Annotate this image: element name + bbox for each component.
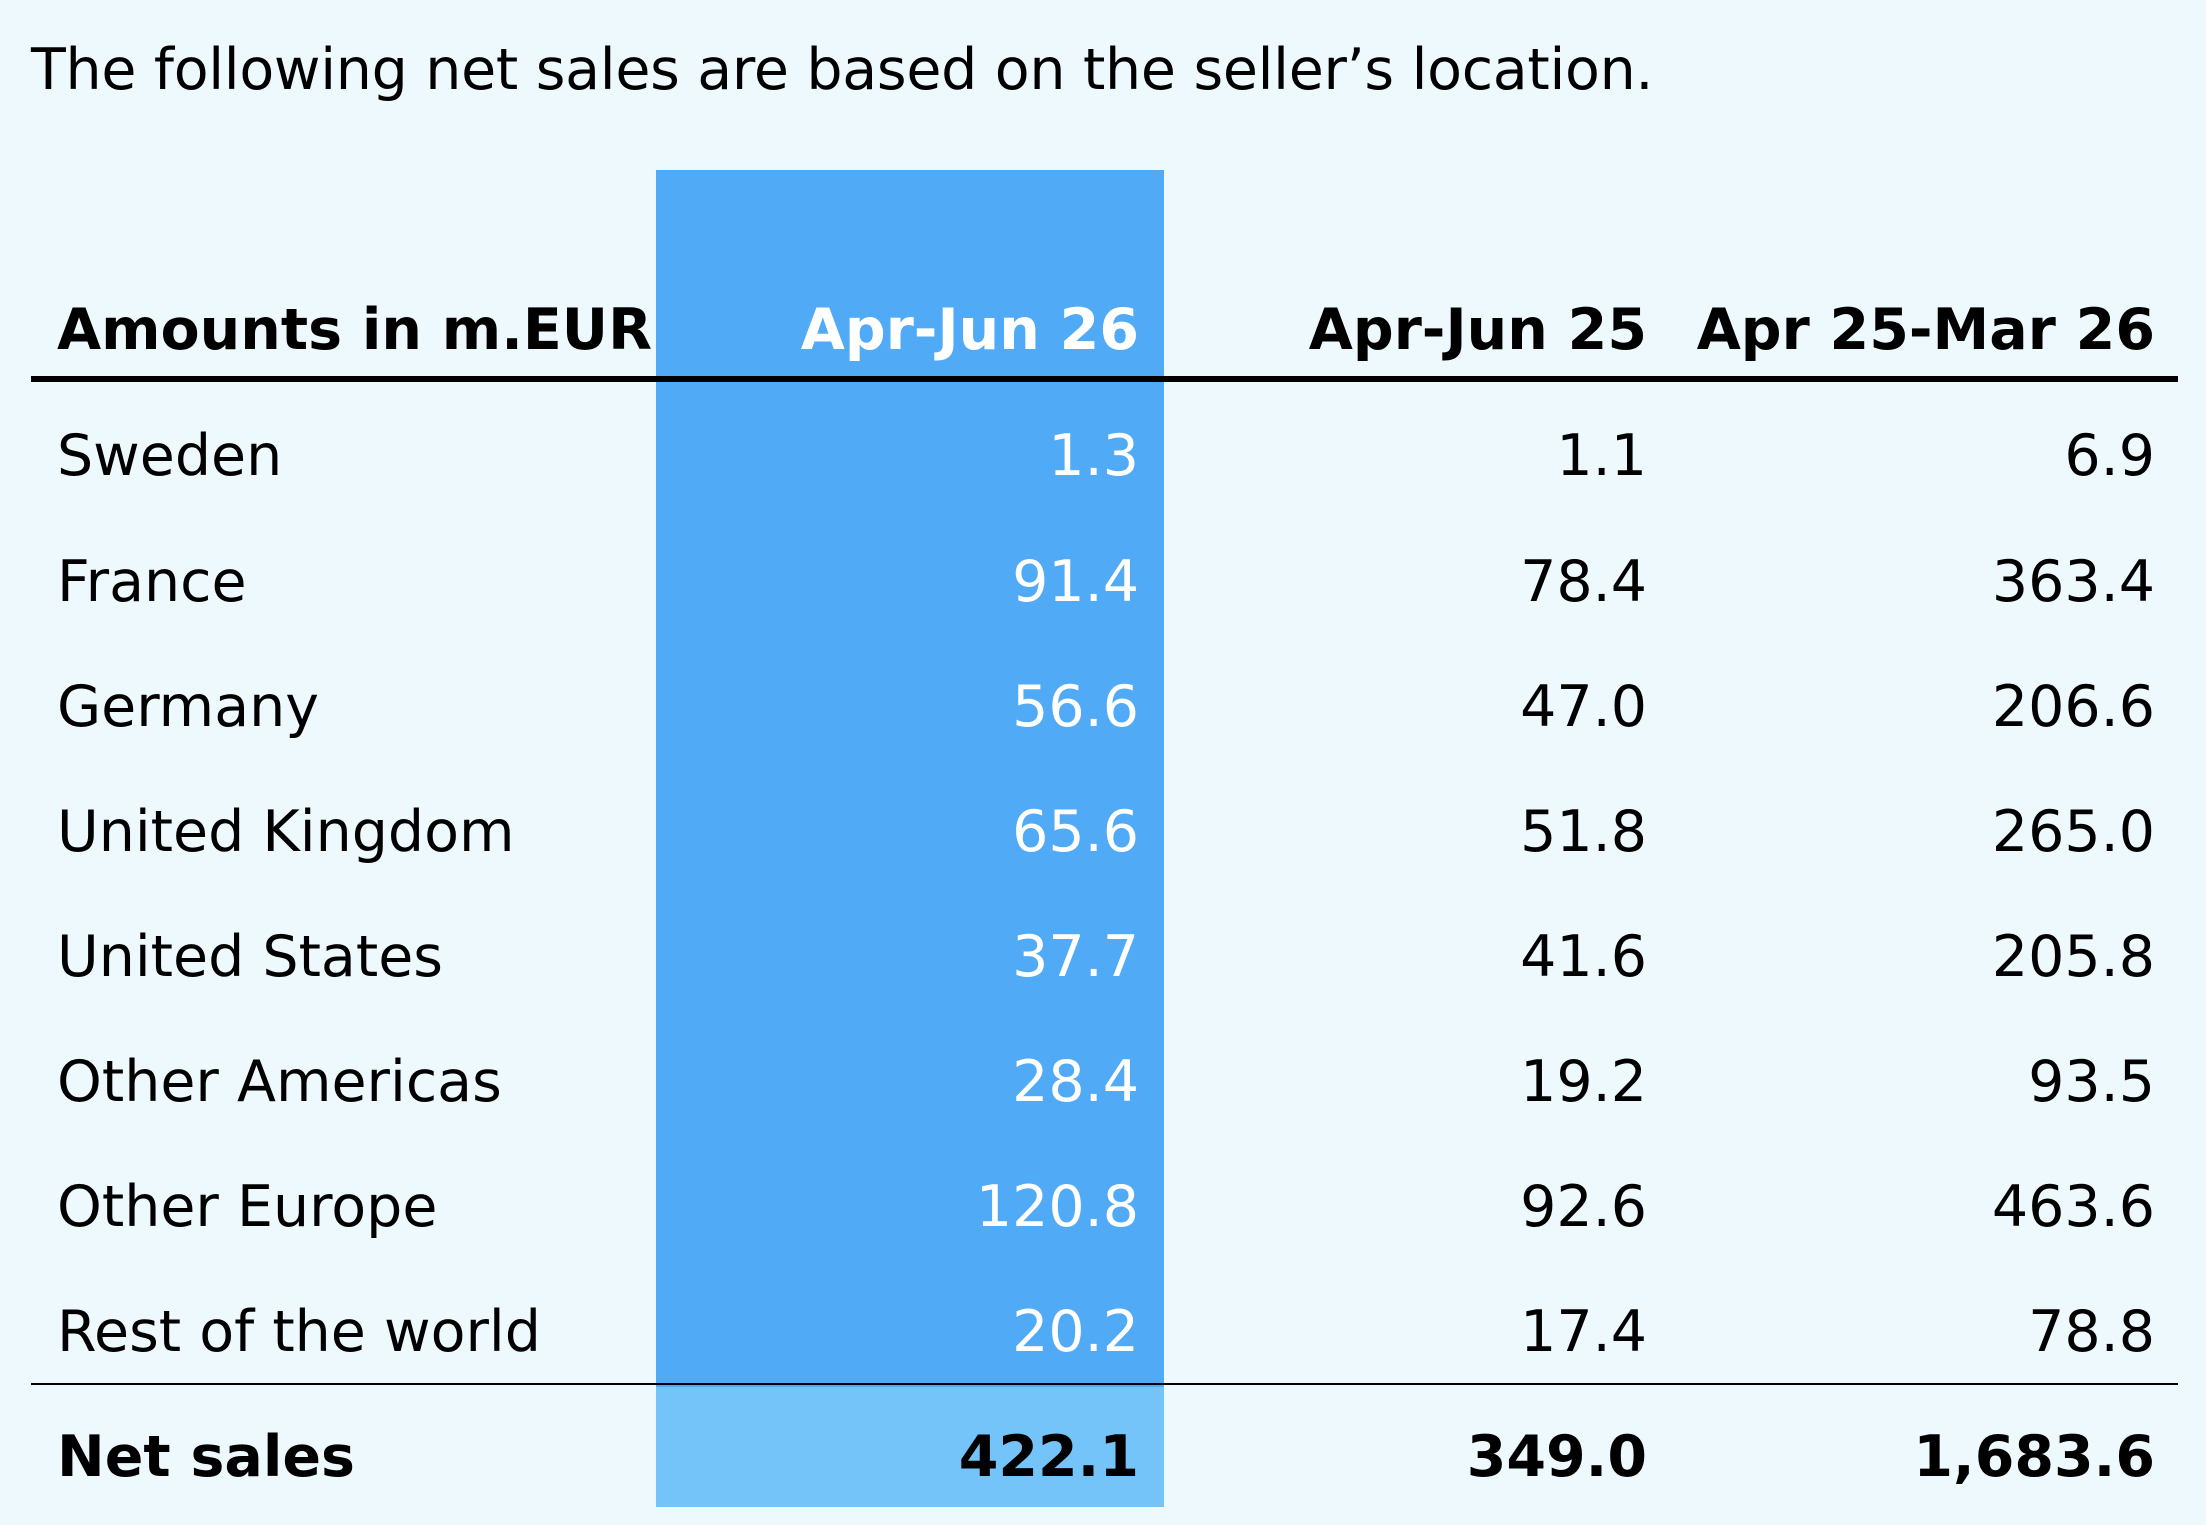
row-label: United States [57,924,443,990]
table-header-row: Amounts in m.EUR Apr-Jun 26 Apr-Jun 25 A… [0,268,2206,393]
row-value-apr-jun-25: 78.4 [1520,549,1647,615]
total-value-apr-jun-26: 422.1 [958,1424,1139,1490]
table-row: Sweden 1.3 1.1 6.9 [0,394,2206,519]
row-value-apr-jun-25: 17.4 [1520,1299,1647,1365]
header-apr-jun-25: Apr-Jun 25 [1308,297,1647,363]
header-apr-25-mar-26: Apr 25-Mar 26 [1696,297,2155,363]
row-label: Rest of the world [57,1299,541,1365]
row-value-apr-jun-26: 56.6 [1012,674,1139,740]
table-row: United Kingdom 65.6 51.8 265.0 [0,770,2206,895]
row-value-apr-jun-26: 28.4 [1012,1049,1139,1115]
table-row: Other Americas 28.4 19.2 93.5 [0,1020,2206,1145]
row-value-apr-jun-25: 19.2 [1520,1049,1647,1115]
row-label: United Kingdom [57,799,515,865]
row-value-apr-jun-26: 91.4 [1012,549,1139,615]
row-value-apr-25-mar-26: 205.8 [1991,924,2155,990]
row-value-apr-25-mar-26: 6.9 [2064,423,2155,489]
total-divider [31,1383,2178,1385]
header-amounts-label: Amounts in m.EUR [57,297,652,363]
row-label: Germany [57,674,319,740]
row-value-apr-jun-25: 47.0 [1520,674,1647,740]
table-row: United States 37.7 41.6 205.8 [0,895,2206,1020]
row-value-apr-jun-26: 65.6 [1012,799,1139,865]
row-value-apr-jun-26: 1.3 [1048,423,1139,489]
row-label: Other Europe [57,1174,438,1240]
row-value-apr-25-mar-26: 78.8 [2028,1299,2155,1365]
row-value-apr-25-mar-26: 265.0 [1991,799,2155,865]
table-row: Other Europe 120.8 92.6 463.6 [0,1145,2206,1270]
row-value-apr-jun-26: 37.7 [1012,924,1139,990]
header-apr-jun-26: Apr-Jun 26 [800,297,1139,363]
row-label: Other Americas [57,1049,502,1115]
row-value-apr-25-mar-26: 206.6 [1991,674,2155,740]
row-value-apr-jun-25: 41.6 [1520,924,1647,990]
row-label: France [57,549,247,615]
table-row: France 91.4 78.4 363.4 [0,520,2206,645]
intro-text: The following net sales are based on the… [31,37,1654,103]
row-value-apr-jun-25: 1.1 [1556,423,1647,489]
row-value-apr-25-mar-26: 93.5 [2028,1049,2155,1115]
table-row: Rest of the world 20.2 17.4 78.8 [0,1270,2206,1395]
row-value-apr-25-mar-26: 363.4 [1991,549,2155,615]
header-divider [31,376,2178,382]
row-label: Sweden [57,423,283,489]
row-value-apr-jun-25: 51.8 [1520,799,1647,865]
row-value-apr-jun-26: 120.8 [975,1174,1139,1240]
current-period-highlight [656,170,1164,1507]
current-period-total-highlight [656,1387,1164,1507]
row-value-apr-jun-25: 92.6 [1520,1174,1647,1240]
table-row: Germany 56.6 47.0 206.6 [0,645,2206,770]
total-label: Net sales [57,1424,355,1490]
row-value-apr-25-mar-26: 463.6 [1991,1174,2155,1240]
row-value-apr-jun-26: 20.2 [1012,1299,1139,1365]
table-total-row: Net sales 422.1 349.0 1,683.6 [0,1395,2206,1520]
total-value-apr-jun-25: 349.0 [1466,1424,1647,1490]
total-value-apr-25-mar-26: 1,683.6 [1913,1424,2155,1490]
